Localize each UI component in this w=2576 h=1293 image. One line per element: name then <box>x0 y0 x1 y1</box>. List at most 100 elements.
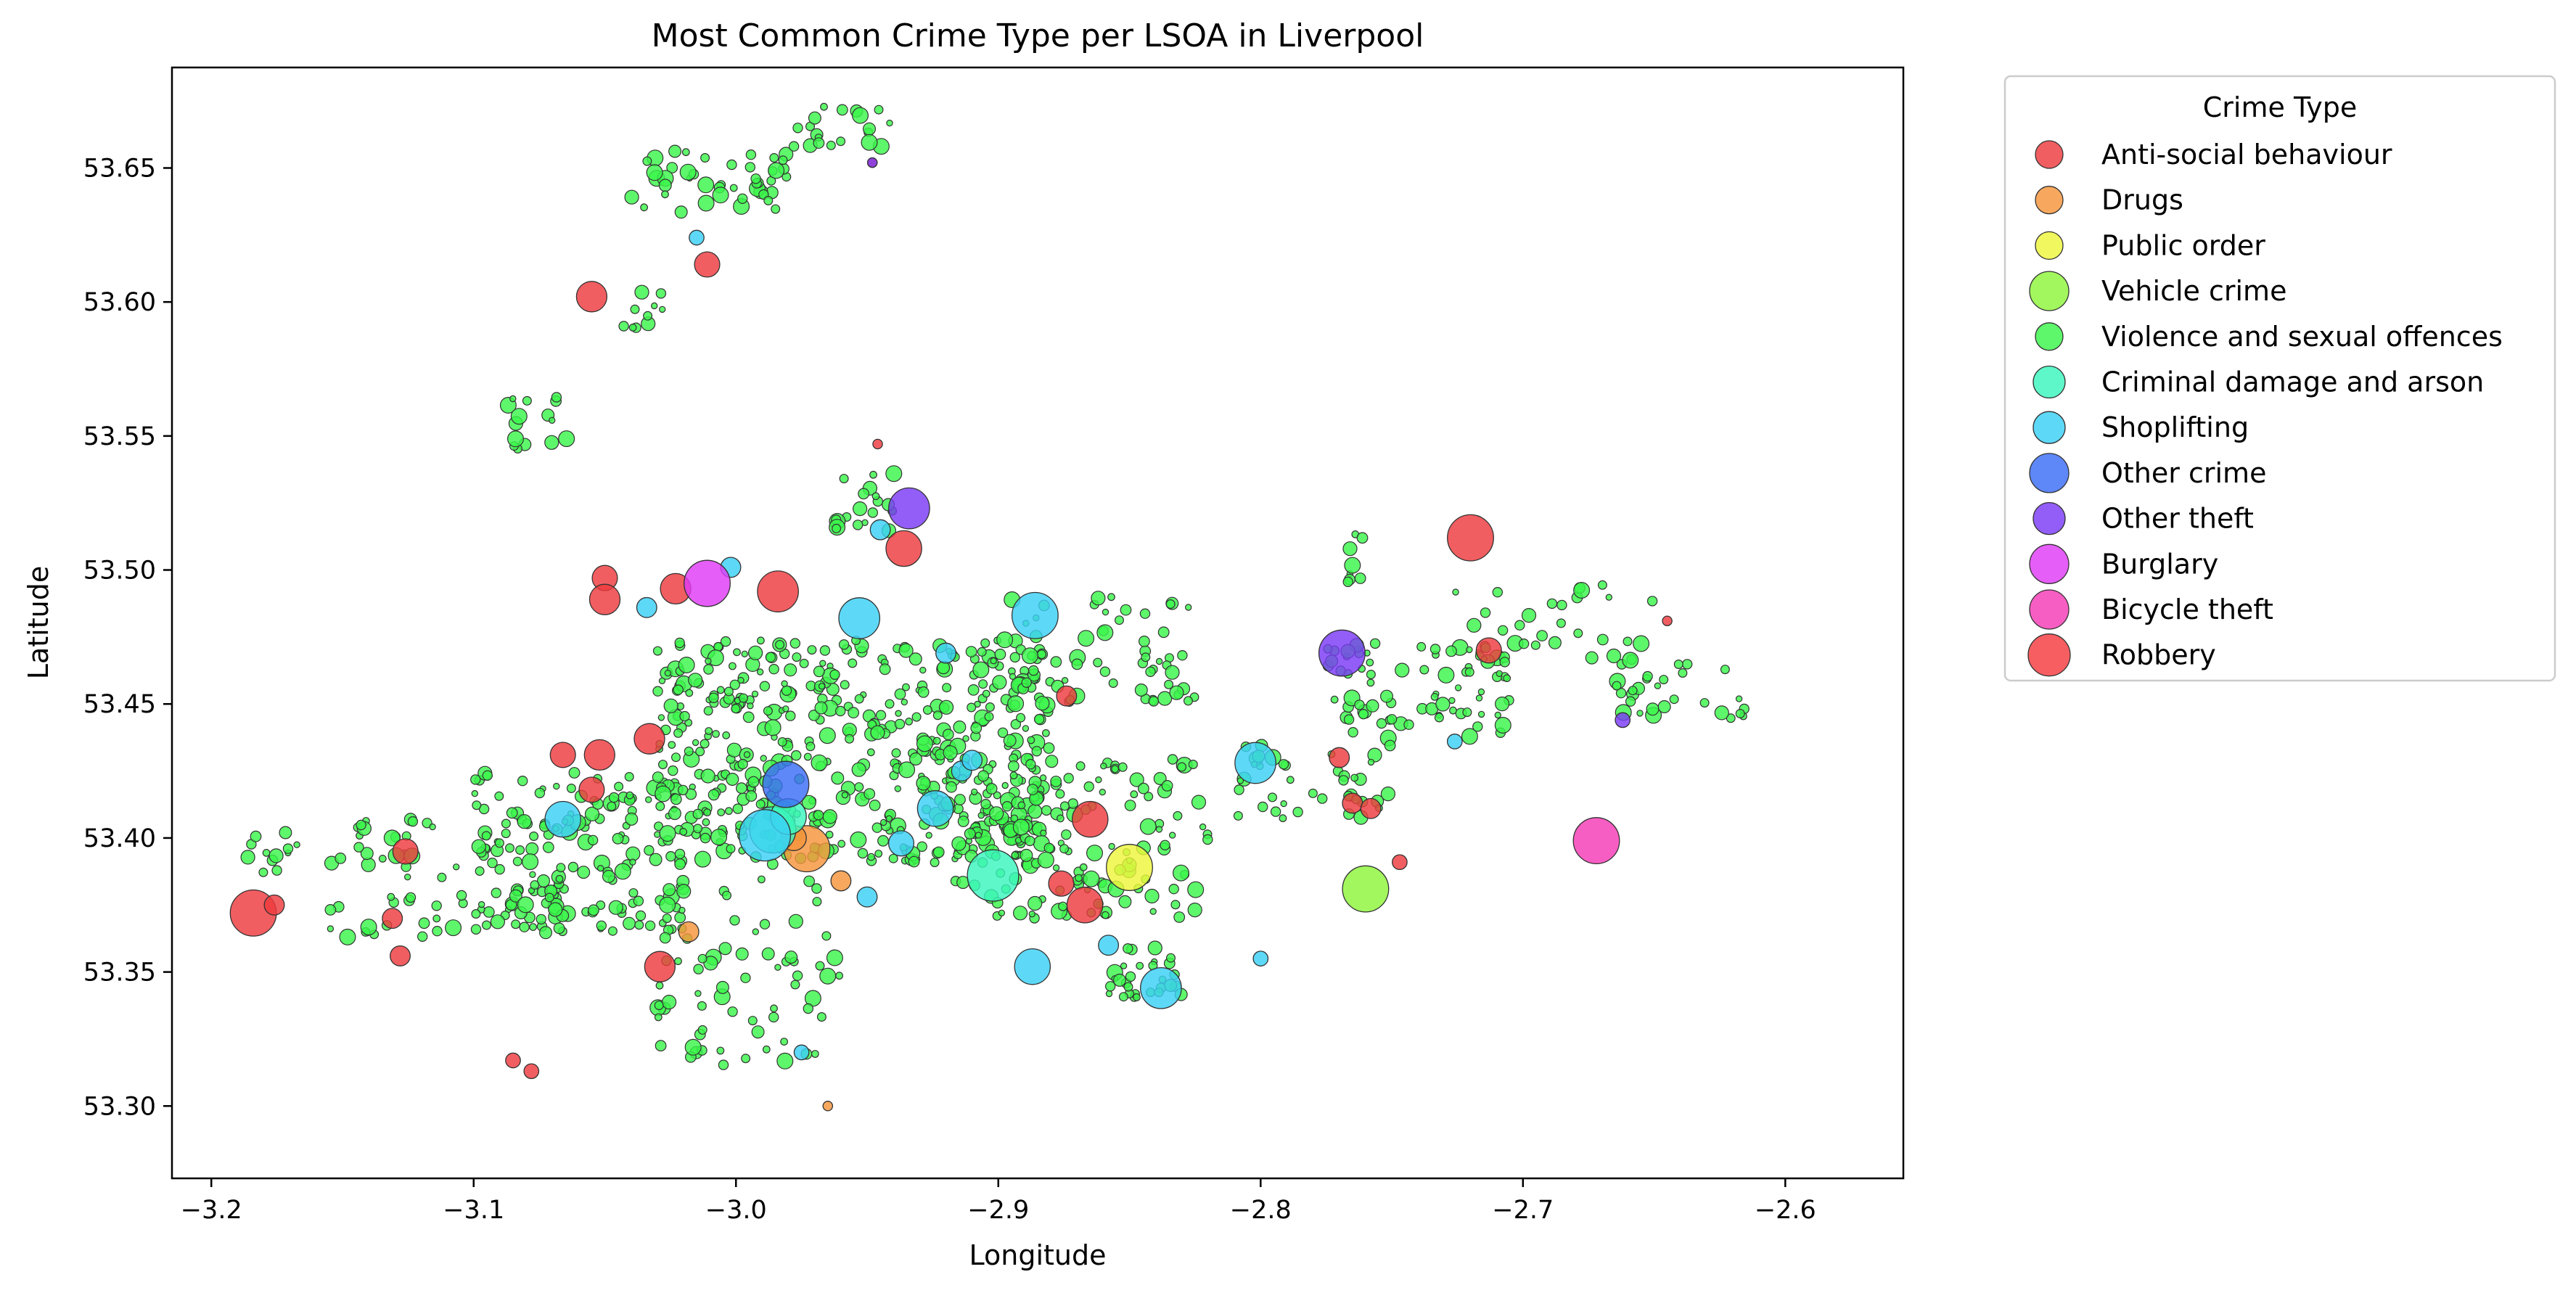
point-violence-and-sexual-offences <box>612 832 624 845</box>
point-violence-and-sexual-offences <box>587 834 599 846</box>
point-violence-and-sexual-offences <box>1395 662 1410 678</box>
point-violence-and-sexual-offences <box>747 1016 758 1026</box>
point-violence-and-sexual-offences <box>509 889 522 903</box>
point-violence-and-sexual-offences <box>716 686 725 694</box>
point-violence-and-sexual-offences <box>836 104 848 116</box>
point-violence-and-sexual-offences <box>718 1059 729 1070</box>
point-vehicle-crime <box>1342 865 1390 913</box>
point-violence-and-sexual-offences <box>885 465 903 483</box>
point-violence-and-sexual-offences <box>977 646 987 657</box>
point-violence-and-sexual-offences <box>1183 696 1193 706</box>
point-violence-and-sexual-offences <box>1124 800 1136 811</box>
point-violence-and-sexual-offences <box>874 850 883 858</box>
point-violence-and-sexual-offences <box>891 748 901 758</box>
point-violence-and-sexual-offences <box>1461 728 1478 745</box>
point-violence-and-sexual-offences <box>624 771 634 781</box>
point-violence-and-sexual-offences <box>1379 689 1393 703</box>
point-violence-and-sexual-offences <box>674 911 686 924</box>
point-violence-and-sexual-offences <box>743 751 751 758</box>
point-violence-and-sexual-offences <box>688 673 703 688</box>
point-violence-and-sexual-offences <box>361 857 376 872</box>
point-violence-and-sexual-offences <box>826 949 843 966</box>
point-violence-and-sexual-offences <box>1234 784 1244 795</box>
point-violence-and-sexual-offences <box>1434 713 1444 723</box>
point-violence-and-sexual-offences <box>925 832 932 839</box>
point-violence-and-sexual-offences <box>741 650 748 658</box>
point-violence-and-sexual-offences <box>1028 665 1039 676</box>
legend-box <box>2003 75 2556 682</box>
point-violence-and-sexual-offences <box>790 750 802 761</box>
legend-marker <box>2035 140 2064 169</box>
point-violence-and-sexual-offences <box>805 742 816 752</box>
point-anti-social-behaviour <box>1048 870 1075 897</box>
point-violence-and-sexual-offences <box>1102 608 1109 616</box>
point-violence-and-sexual-offences <box>1636 710 1644 717</box>
point-violence-and-sexual-offences <box>811 1050 819 1058</box>
point-violence-and-sexual-offences <box>1021 647 1038 665</box>
point-violence-and-sexual-offences <box>768 162 785 179</box>
point-anti-social-behaviour <box>549 742 576 768</box>
point-violence-and-sexual-offences <box>670 793 682 805</box>
point-violence-and-sexual-offences <box>1100 762 1107 770</box>
x-axis-ticks: −3.2 −3.1 −3.0 −2.9 −2.8 −2.7 −2.6 <box>181 1178 1816 1225</box>
point-violence-and-sexual-offences <box>703 706 713 716</box>
point-violence-and-sexual-offences <box>1494 716 1511 734</box>
point-violence-and-sexual-offences <box>1123 943 1133 954</box>
point-violence-and-sexual-offences <box>996 631 1014 649</box>
point-violence-and-sexual-offences <box>544 435 559 450</box>
point-violence-and-sexual-offences <box>780 1038 788 1046</box>
x-tick-label: −3.2 <box>181 1196 242 1225</box>
point-violence-and-sexual-offences <box>694 850 711 868</box>
point-violence-and-sexual-offences <box>666 162 678 174</box>
point-violence-and-sexual-offences <box>630 304 640 314</box>
point-violence-and-sexual-offences <box>977 812 985 819</box>
point-violence-and-sexual-offences <box>1343 714 1355 725</box>
point-violence-and-sexual-offences <box>625 846 641 861</box>
point-violence-and-sexual-offences <box>649 853 663 866</box>
point-violence-and-sexual-offences <box>1597 580 1607 590</box>
point-violence-and-sexual-offences <box>747 776 760 788</box>
point-violence-and-sexual-offences <box>975 832 983 839</box>
point-violence-and-sexual-offences <box>818 683 826 690</box>
point-violence-and-sexual-offences <box>990 657 997 665</box>
point-violence-and-sexual-offences <box>1464 667 1474 677</box>
point-violence-and-sexual-offences <box>854 782 864 792</box>
point-violence-and-sexual-offences <box>1112 973 1126 987</box>
point-violence-and-sexual-offences <box>1157 626 1170 639</box>
legend-title: Crime Type <box>2203 91 2357 123</box>
point-violence-and-sexual-offences <box>1036 649 1046 660</box>
point-violence-and-sexual-offences <box>778 155 788 165</box>
point-violence-and-sexual-offences <box>629 858 636 866</box>
point-violence-and-sexual-offences <box>1093 657 1103 668</box>
point-violence-and-sexual-offences <box>841 791 849 799</box>
point-violence-and-sexual-offences <box>646 164 663 181</box>
point-other-theft <box>888 487 930 530</box>
point-violence-and-sexual-offences <box>1184 604 1192 611</box>
point-violence-and-sexual-offences <box>674 848 686 860</box>
point-violence-and-sexual-offences <box>875 710 887 721</box>
point-violence-and-sexual-offences <box>510 408 528 425</box>
point-violence-and-sexual-offences <box>727 1006 738 1017</box>
point-violence-and-sexual-offences <box>751 690 759 698</box>
point-violence-and-sexual-offences <box>258 867 268 877</box>
legend-label: Public order <box>2101 229 2265 261</box>
point-violence-and-sexual-offences <box>799 658 809 668</box>
point-violence-and-sexual-offences <box>659 896 676 914</box>
point-violence-and-sexual-offences <box>741 1054 751 1064</box>
point-violence-and-sexual-offences <box>919 666 927 674</box>
x-tick-label: −2.6 <box>1755 1196 1816 1225</box>
point-violence-and-sexual-offences <box>733 648 741 657</box>
point-violence-and-sexual-offences <box>747 645 763 660</box>
point-violence-and-sexual-offences <box>1467 617 1482 633</box>
point-violence-and-sexual-offences <box>938 699 954 715</box>
point-violence-and-sexual-offences <box>1043 742 1055 754</box>
point-violence-and-sexual-offences <box>1041 729 1050 737</box>
point-violence-and-sexual-offences <box>1267 792 1277 803</box>
point-violence-and-sexual-offences <box>761 947 775 961</box>
point-violence-and-sexual-offences <box>1017 801 1026 810</box>
y-axis-label: Latitude <box>22 566 54 679</box>
point-violence-and-sexual-offences <box>858 488 869 500</box>
point-violence-and-sexual-offences <box>405 892 417 903</box>
point-shoplifting <box>935 642 956 664</box>
